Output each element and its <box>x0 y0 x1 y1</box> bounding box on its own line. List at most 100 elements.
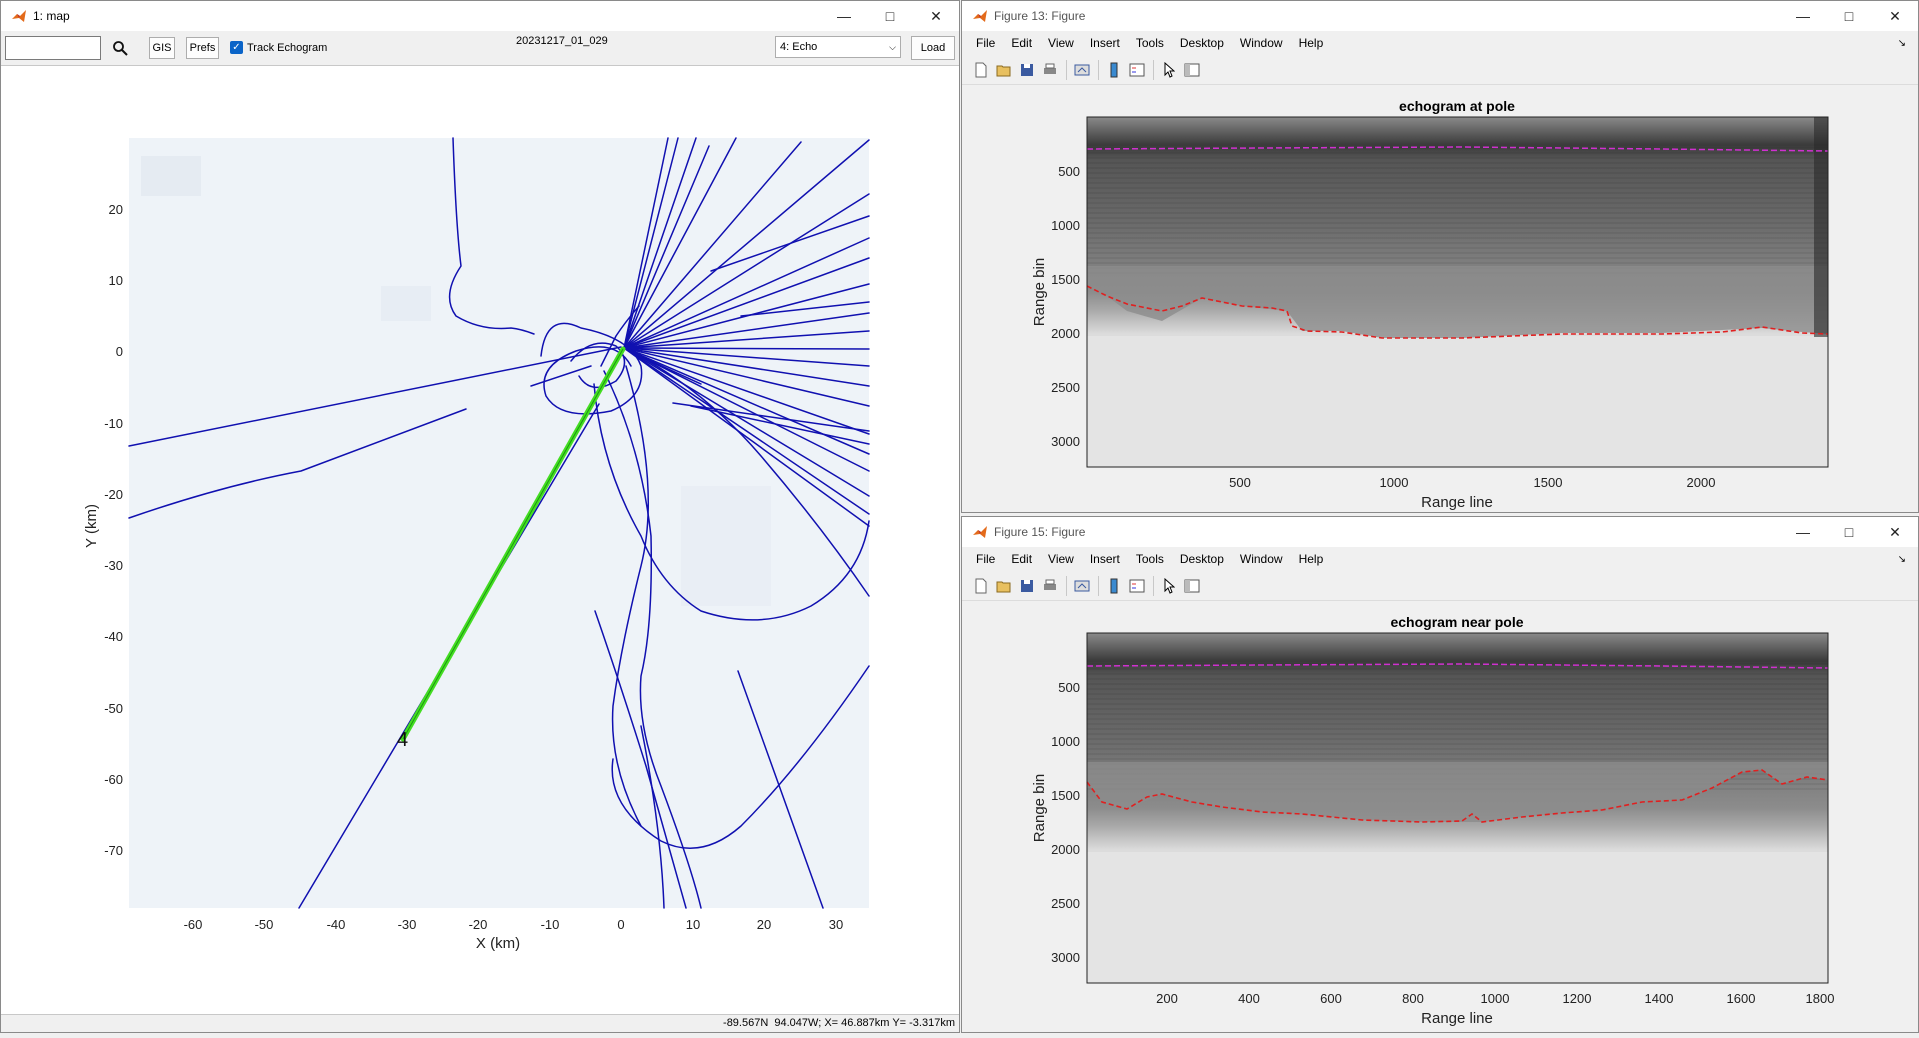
search-button[interactable] <box>106 36 134 60</box>
property-inspector-icon[interactable] <box>1181 575 1203 597</box>
prefs-button[interactable]: Prefs <box>186 37 219 59</box>
minimize-icon[interactable]: — <box>1796 524 1810 540</box>
track-line <box>623 347 870 435</box>
menu-insert[interactable]: Insert <box>1089 36 1120 50</box>
menu-help[interactable]: Help <box>1298 552 1324 566</box>
status-bar: -89.567N 94.047W; X= 46.887km Y= -3.317k… <box>1 1014 959 1032</box>
dock-arrow-icon[interactable]: ↘ <box>1897 37 1906 49</box>
surface-pick-line <box>1086 663 1829 669</box>
x-tick-label: 2000 <box>1687 475 1716 490</box>
save-icon[interactable] <box>1016 575 1038 597</box>
search-icon <box>113 41 128 56</box>
echogram-13-y-ticks: 500 1000 1500 2000 2500 3000 <box>1051 164 1080 449</box>
menu-help[interactable]: Help <box>1298 36 1324 50</box>
matlab-icon <box>973 526 987 538</box>
map-titlebar[interactable]: 1: map — □ ✕ <box>1 1 959 31</box>
x-tick-label: 20 <box>757 917 771 932</box>
track-line <box>623 237 870 349</box>
new-figure-icon[interactable] <box>970 59 992 81</box>
track-echogram-checkbox[interactable]: ✓ Track Echogram <box>230 41 327 54</box>
track-echogram-label: Track Echogram <box>247 41 328 54</box>
menu-edit[interactable]: Edit <box>1011 36 1033 50</box>
dock-arrow-icon[interactable]: ↘ <box>1897 553 1906 565</box>
track-line <box>600 305 640 367</box>
minimize-icon[interactable]: — <box>837 8 851 24</box>
track-line <box>611 665 870 849</box>
menu-edit[interactable]: Edit <box>1011 552 1033 566</box>
maximize-icon[interactable]: □ <box>885 8 895 24</box>
close-icon[interactable]: ✕ <box>1889 7 1901 24</box>
figure-13-title: Figure 13: Figure <box>994 9 1086 23</box>
x-tick-label: 0 <box>617 917 624 932</box>
bed-pick-line <box>1086 769 1829 823</box>
track-line <box>623 347 870 527</box>
menu-insert[interactable]: Insert <box>1089 552 1120 566</box>
figure-13-window: Figure 13: Figure — □ ✕ File Edit View I… <box>961 0 1919 513</box>
menu-view[interactable]: View <box>1048 552 1074 566</box>
link-plot-icon[interactable] <box>1071 575 1093 597</box>
track-line <box>623 137 669 349</box>
open-file-icon[interactable] <box>993 575 1015 597</box>
colorbar-icon[interactable] <box>1103 575 1125 597</box>
y-tick-label: 0 <box>116 344 123 359</box>
menu-window[interactable]: Window <box>1239 552 1283 566</box>
map-plot[interactable]: 4 -60 -50 -40 -30 -20 -10 0 10 20 30 20 … <box>1 66 959 1016</box>
y-tick-label: 1500 <box>1051 272 1080 287</box>
map-shade-3 <box>681 486 771 606</box>
close-icon[interactable]: ✕ <box>930 7 942 24</box>
echogram-13-plot[interactable]: echogram at pole 500 1000 1500 2000 2500… <box>962 86 1918 512</box>
open-file-icon[interactable] <box>993 59 1015 81</box>
maximize-icon[interactable]: □ <box>1844 8 1854 24</box>
search-input[interactable] <box>5 36 101 60</box>
menu-tools[interactable]: Tools <box>1135 36 1164 50</box>
legend-icon[interactable] <box>1126 575 1148 597</box>
track-line <box>623 145 710 349</box>
track-line <box>623 312 870 349</box>
link-plot-icon[interactable] <box>1071 59 1093 81</box>
echo-select-value: 4: Echo <box>780 41 818 53</box>
maximize-icon[interactable]: □ <box>1844 524 1854 540</box>
y-tick-label: 2000 <box>1051 326 1080 341</box>
echogram-13-x-label: Range line <box>1421 494 1493 511</box>
figure-15-titlebar[interactable]: Figure 15: Figure — □ ✕ <box>962 517 1918 547</box>
track-marker-label: 4 <box>397 729 408 751</box>
x-tick-label: 1400 <box>1645 991 1674 1006</box>
echogram-15-plot[interactable]: echogram near pole 500 1000 1500 2000 25… <box>962 602 1918 1032</box>
menu-desktop[interactable]: Desktop <box>1179 36 1224 50</box>
echo-select[interactable]: 4: Echo ⌵ <box>775 36 901 58</box>
menu-view[interactable]: View <box>1048 36 1074 50</box>
y-tick-label: -60 <box>104 772 123 787</box>
y-tick-label: 3000 <box>1051 950 1080 965</box>
chevron-down-icon: ⌵ <box>889 41 896 52</box>
track-line <box>603 370 702 909</box>
echogram-15-y-label: Range bin <box>1031 774 1048 842</box>
pointer-icon[interactable] <box>1158 59 1180 81</box>
figure-13-toolbar <box>962 55 1918 85</box>
menu-file[interactable]: File <box>976 552 996 566</box>
close-icon[interactable]: ✕ <box>1889 523 1901 540</box>
y-tick-label: 2500 <box>1051 896 1080 911</box>
x-tick-label: 10 <box>686 917 700 932</box>
track-line <box>623 137 697 349</box>
track-line <box>623 347 870 515</box>
menu-window[interactable]: Window <box>1239 36 1283 50</box>
property-inspector-icon[interactable] <box>1181 59 1203 81</box>
legend-icon[interactable] <box>1126 59 1148 81</box>
new-figure-icon[interactable] <box>970 575 992 597</box>
gis-button[interactable]: GIS <box>149 37 175 59</box>
menu-file[interactable]: File <box>976 36 996 50</box>
menu-tools[interactable]: Tools <box>1135 552 1164 566</box>
y-tick-label: 20 <box>109 202 123 217</box>
print-icon[interactable] <box>1039 59 1061 81</box>
minimize-icon[interactable]: — <box>1796 8 1810 24</box>
figure-13-titlebar[interactable]: Figure 13: Figure — □ ✕ <box>962 1 1918 31</box>
echogram-15-x-ticks: 200 400 600 800 1000 1200 1400 1600 1800 <box>1156 991 1834 1006</box>
track-line <box>623 347 870 350</box>
y-tick-label: -70 <box>104 843 123 858</box>
print-icon[interactable] <box>1039 575 1061 597</box>
menu-desktop[interactable]: Desktop <box>1179 552 1224 566</box>
save-icon[interactable] <box>1016 59 1038 81</box>
colorbar-icon[interactable] <box>1103 59 1125 81</box>
pointer-icon[interactable] <box>1158 575 1180 597</box>
load-button[interactable]: Load <box>911 36 955 60</box>
